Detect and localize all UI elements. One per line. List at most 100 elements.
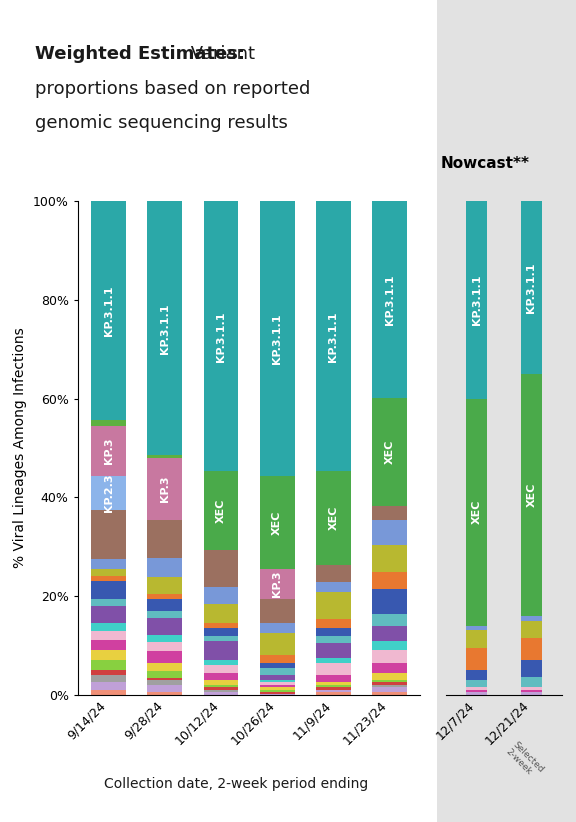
Bar [147, 635, 182, 642]
Bar [521, 638, 542, 660]
Bar [466, 630, 487, 648]
Bar [521, 616, 542, 621]
Text: KP.3.1.1: KP.3.1.1 [385, 275, 395, 325]
Bar [260, 476, 295, 570]
Bar [260, 682, 295, 685]
Bar [203, 640, 238, 660]
Bar [203, 687, 238, 690]
Bar [521, 692, 542, 695]
Bar [91, 670, 126, 675]
Bar [147, 642, 182, 652]
Bar [260, 694, 295, 695]
Bar [147, 520, 182, 558]
Text: Selected
2-week: Selected 2-week [504, 740, 545, 782]
Bar [260, 692, 295, 694]
Bar [521, 201, 542, 374]
Bar [147, 598, 182, 611]
Bar [203, 692, 238, 695]
Bar [316, 682, 351, 685]
Bar [91, 675, 126, 682]
Bar [372, 201, 407, 398]
Bar [466, 687, 487, 690]
Bar [316, 663, 351, 675]
Bar [316, 643, 351, 658]
Bar [521, 374, 542, 616]
Bar [521, 621, 542, 638]
Bar [147, 201, 182, 455]
Bar [147, 618, 182, 635]
Bar [372, 650, 407, 663]
Bar [316, 201, 351, 471]
Bar [372, 613, 407, 626]
Bar [91, 427, 126, 476]
Bar [316, 618, 351, 628]
Bar [91, 630, 126, 640]
Bar [203, 604, 238, 623]
Bar [260, 663, 295, 667]
Text: proportions based on reported: proportions based on reported [35, 80, 310, 98]
Bar [203, 201, 238, 471]
Text: KP.3.1.1: KP.3.1.1 [272, 313, 282, 364]
Bar [203, 471, 238, 550]
Bar [316, 582, 351, 592]
Bar [203, 635, 238, 640]
Bar [466, 692, 487, 695]
Bar [91, 576, 126, 581]
Bar [372, 687, 407, 692]
Bar [203, 680, 238, 685]
Bar [260, 201, 295, 476]
Bar [316, 658, 351, 663]
Bar [316, 592, 351, 618]
Text: KP.3.1.1: KP.3.1.1 [472, 275, 482, 326]
Bar [203, 685, 238, 687]
Bar [316, 675, 351, 682]
Bar [372, 572, 407, 589]
Bar [91, 682, 126, 690]
Bar [147, 455, 182, 458]
Bar [91, 581, 126, 598]
Text: genomic sequencing results: genomic sequencing results [35, 114, 287, 132]
Bar [466, 670, 487, 680]
Bar [260, 687, 295, 690]
Bar [466, 626, 487, 630]
Bar [260, 633, 295, 655]
Bar [147, 458, 182, 520]
Bar [316, 692, 351, 695]
Bar [91, 660, 126, 670]
Text: KP.3.1.1: KP.3.1.1 [526, 262, 536, 313]
Bar [372, 640, 407, 650]
Bar [316, 685, 351, 687]
Bar [372, 672, 407, 680]
Text: Collection date, 2-week period ending: Collection date, 2-week period ending [104, 777, 368, 791]
Text: KP.3.1.1: KP.3.1.1 [104, 286, 113, 336]
Bar [521, 677, 542, 687]
Bar [203, 690, 238, 692]
Bar [316, 690, 351, 692]
Text: XEC: XEC [272, 510, 282, 535]
Bar [372, 589, 407, 613]
Bar [372, 545, 407, 572]
Bar [91, 201, 126, 420]
Text: XEC: XEC [472, 500, 482, 524]
Bar [260, 599, 295, 623]
Text: KP.3: KP.3 [160, 475, 170, 502]
Bar [372, 685, 407, 687]
Bar [91, 569, 126, 576]
Bar [147, 678, 182, 681]
Y-axis label: % Viral Lineages Among Infections: % Viral Lineages Among Infections [13, 328, 27, 568]
Bar [203, 660, 238, 665]
Bar [147, 692, 182, 695]
Bar [203, 628, 238, 635]
Text: Nowcast**: Nowcast** [441, 156, 530, 171]
Bar [91, 510, 126, 559]
Bar [260, 690, 295, 692]
Bar [91, 623, 126, 630]
Bar [466, 690, 487, 692]
Bar [91, 606, 126, 623]
Bar [147, 685, 182, 692]
Bar [147, 611, 182, 618]
Bar [372, 692, 407, 695]
Bar [372, 682, 407, 685]
Text: KP.2.3: KP.2.3 [104, 473, 113, 512]
Bar [372, 520, 407, 545]
